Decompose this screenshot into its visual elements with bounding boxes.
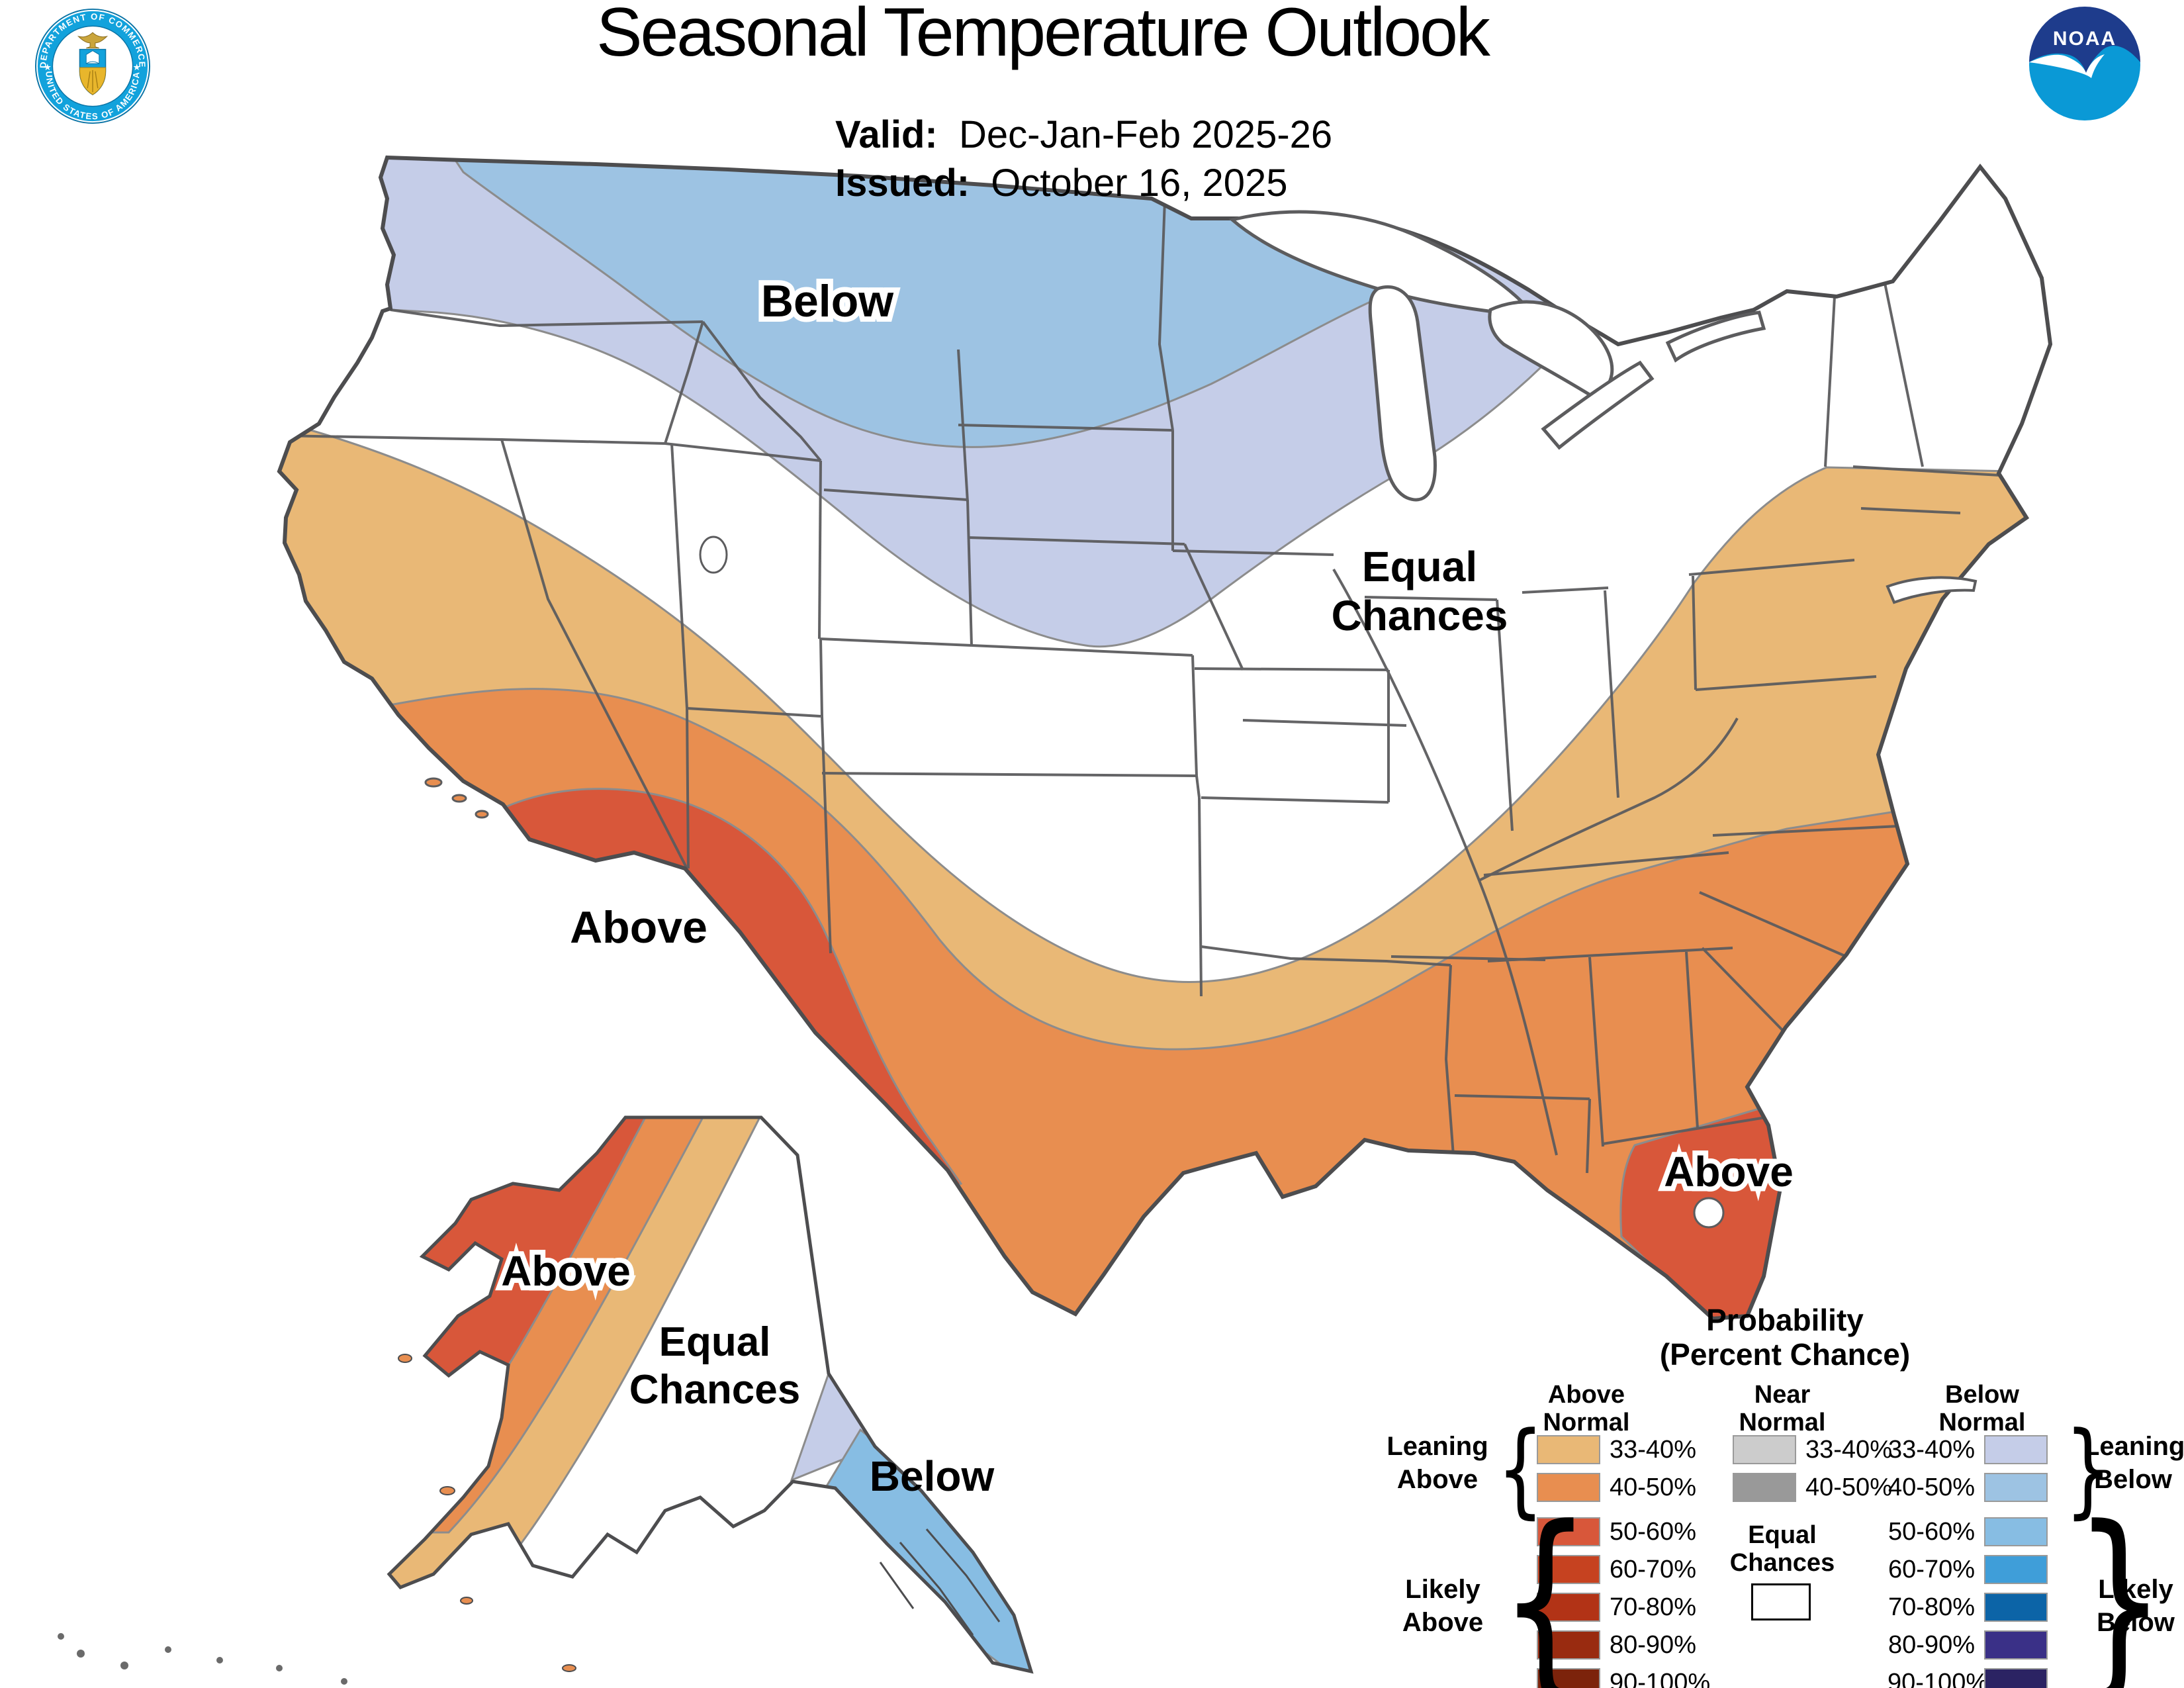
legend-above-range-50-60: 50-60% — [1610, 1518, 1696, 1546]
brace-likely-below: } — [2073, 1483, 2166, 1688]
doc-star-right: ★ — [133, 62, 141, 72]
legend-below-swatch-80-90 — [1984, 1630, 2048, 1660]
legend-above-range-70-80: 70-80% — [1610, 1593, 1696, 1621]
legend-below-swatch-50-60 — [1984, 1517, 2048, 1546]
legend-leaning-below-1: Leaning — [2083, 1432, 2184, 1461]
legend-leaning-above-2: Above — [1396, 1465, 1479, 1494]
legend-above-header2: Normal — [1543, 1409, 1630, 1436]
legend-near-swatch-40-50 — [1733, 1473, 1796, 1502]
legend-below-swatch-40-50 — [1984, 1473, 2048, 1502]
label-alaska-equal-2: Chances — [629, 1367, 800, 1413]
brace-leaning-below: } — [2064, 1409, 2112, 1529]
legend-below-header2: Normal — [1938, 1409, 2026, 1436]
legend-above-range-90-100: 90-100% — [1610, 1669, 1711, 1688]
doc-star-left: ★ — [44, 62, 52, 72]
legend-below-swatch-60-70 — [1984, 1555, 2048, 1584]
legend-below-range-40-50: 40-50% — [1888, 1474, 1975, 1501]
valid-value: Dec-Jan-Feb 2025-26 — [958, 113, 1333, 156]
page-title: Seasonal Temperature Outlook — [596, 0, 1490, 71]
legend-above-swatch-70-80 — [1537, 1593, 1600, 1622]
legend-below-range-33-40: 33-40% — [1888, 1436, 1975, 1464]
legend-above-swatch-33-40 — [1537, 1435, 1600, 1464]
valid-line: Valid: Dec-Jan-Feb 2025-26 — [835, 114, 1332, 156]
legend-near-swatch-33-40 — [1733, 1435, 1796, 1464]
doc-eagle-icon — [77, 32, 109, 49]
lake-erie — [1541, 360, 1655, 450]
noaa-gull-icon — [2029, 54, 2105, 78]
great-salt-lake — [699, 536, 728, 574]
issued-value: October 16, 2025 — [991, 162, 1288, 205]
long-island — [1886, 576, 1978, 604]
legend-likely-below-2: Below — [2097, 1608, 2175, 1637]
great-lakes — [699, 210, 1978, 1229]
issued-line: Issued: October 16, 2025 — [835, 162, 1288, 205]
issued-label: Issued: — [835, 162, 970, 205]
legend-title-line2: (Percent Chance) — [1659, 1337, 1911, 1372]
label-conus-equal-2: Chances — [1332, 592, 1508, 639]
channel-islands — [424, 777, 489, 819]
legend-equal-chances-box — [1751, 1583, 1811, 1620]
lake-okeechobee — [1693, 1197, 1725, 1229]
label-conus-above: Above — [570, 902, 707, 953]
legend-above-header1: Above — [1547, 1381, 1625, 1409]
noaa-logo-svg: NOAA — [2029, 7, 2140, 120]
legend-below-range-80-90: 80-90% — [1888, 1631, 1975, 1659]
legend-title-line1: Probability — [1706, 1303, 1864, 1337]
label-alaska-above: Above — [501, 1247, 631, 1295]
lake-ontario — [1665, 310, 1766, 363]
legend-above-range-80-90: 80-90% — [1610, 1631, 1696, 1659]
valid-label: Valid: — [835, 113, 938, 156]
label-alaska-below: Below — [870, 1452, 995, 1500]
legend-equal-line2: Chances — [1729, 1549, 1835, 1577]
label-florida-above: Above — [1664, 1148, 1794, 1196]
legend-above-swatch-50-60 — [1537, 1517, 1600, 1546]
legend-below-swatch-33-40 — [1984, 1435, 2048, 1464]
legend-likely-above-2: Above — [1402, 1608, 1484, 1637]
legend-below-swatch-70-80 — [1984, 1593, 2048, 1622]
legend-near-header1: Near — [1754, 1381, 1811, 1409]
aleutian-islands — [58, 1354, 576, 1685]
state-borders — [279, 199, 2001, 1174]
legend-below-range-60-70: 60-70% — [1888, 1556, 1975, 1583]
doc-seal-logo: DEPARTMENT OF COMMERCE UNITED STATES OF … — [34, 8, 151, 124]
label-alaska-equal-1: Equal — [659, 1319, 771, 1365]
brace-leaning-above: { — [1496, 1409, 1544, 1529]
legend-above-swatch-80-90 — [1537, 1630, 1600, 1660]
lake-michigan — [1368, 285, 1437, 502]
legend-below-range-70-80: 70-80% — [1888, 1593, 1975, 1621]
legend-near-range-33-40: 33-40% — [1805, 1436, 1892, 1464]
alaska-panhandle-islands — [879, 1528, 1001, 1636]
noaa-logo: NOAA — [2025, 5, 2144, 124]
legend-leaning-below-2: Below — [2094, 1465, 2172, 1494]
legend-near-range-40-50: 40-50% — [1805, 1474, 1892, 1501]
doc-shield-icon — [79, 48, 107, 95]
legend-above-range-40-50: 40-50% — [1610, 1474, 1696, 1501]
legend-above-range-60-70: 60-70% — [1610, 1556, 1696, 1583]
brace-likely-above: { — [1499, 1483, 1592, 1688]
legend-above-swatch-40-50 — [1537, 1473, 1600, 1502]
legend-above-range-33-40: 33-40% — [1610, 1436, 1696, 1464]
label-conus-below: Below — [761, 276, 894, 326]
alaska-outline — [387, 1115, 1034, 1674]
doc-seal-svg: DEPARTMENT OF COMMERCE UNITED STATES OF … — [34, 8, 151, 124]
legend-above-swatch-60-70 — [1537, 1555, 1600, 1584]
legend-near-header2: Normal — [1739, 1409, 1826, 1436]
legend-below-range-50-60: 50-60% — [1888, 1518, 1975, 1546]
legend-likely-below-1: Likely — [2098, 1575, 2173, 1604]
legend-likely-above-1: Likely — [1405, 1575, 1480, 1604]
noaa-dark-field — [2029, 7, 2140, 73]
legend-below-swatch-90-100 — [1984, 1668, 2048, 1688]
legend-below-range-90-100: 90-100% — [1888, 1669, 1989, 1688]
legend-equal-line1: Equal — [1748, 1521, 1817, 1549]
legend-above-swatch-90-100 — [1537, 1668, 1600, 1688]
legend-below-header1: Below — [1945, 1381, 2019, 1409]
legend-leaning-above-1: Leaning — [1387, 1432, 1488, 1461]
label-conus-equal-1: Equal — [1362, 543, 1477, 590]
noaa-logo-text: NOAA — [2053, 28, 2116, 50]
